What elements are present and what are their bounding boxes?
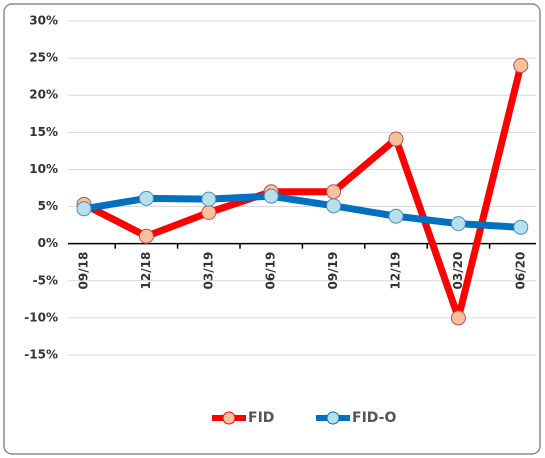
x-tick-label: 12/18 bbox=[139, 252, 153, 290]
y-tick-label: 15% bbox=[29, 125, 58, 139]
data-point bbox=[450, 216, 466, 232]
y-tick-label: 30% bbox=[29, 14, 58, 28]
y-tick-label: -5% bbox=[33, 273, 58, 287]
chart-frame bbox=[3, 3, 541, 455]
data-point bbox=[326, 198, 342, 214]
y-tick-label: 5% bbox=[38, 199, 58, 213]
data-point bbox=[76, 201, 92, 217]
x-tick-label: 12/19 bbox=[389, 252, 403, 290]
data-point bbox=[513, 58, 529, 74]
data-point bbox=[138, 228, 154, 244]
y-tick-label: 20% bbox=[29, 88, 58, 102]
data-point bbox=[513, 219, 529, 235]
legend-marker bbox=[222, 411, 236, 425]
data-point bbox=[326, 184, 342, 200]
y-tick-label: 25% bbox=[29, 51, 58, 65]
legend-marker bbox=[326, 411, 340, 425]
y-tick-label: -15% bbox=[24, 348, 58, 362]
data-point bbox=[138, 190, 154, 206]
y-tick-label: 0% bbox=[38, 236, 58, 250]
data-point bbox=[263, 188, 279, 204]
y-tick-label: 10% bbox=[29, 162, 58, 176]
x-tick-label: 09/19 bbox=[326, 252, 340, 290]
data-point bbox=[201, 191, 217, 207]
x-tick-label: 06/19 bbox=[264, 252, 278, 290]
x-tick-label: 03/20 bbox=[451, 252, 465, 290]
data-point bbox=[388, 208, 404, 224]
series-line bbox=[82, 64, 525, 322]
legend-label: FID-O bbox=[352, 410, 396, 426]
data-point bbox=[388, 131, 404, 147]
data-point bbox=[201, 204, 217, 220]
x-tick-label: 09/18 bbox=[77, 252, 91, 290]
x-tick-label: 06/20 bbox=[513, 252, 527, 290]
series-line bbox=[83, 192, 522, 231]
legend-label: FID bbox=[248, 410, 274, 426]
y-tick-label: -10% bbox=[24, 310, 58, 324]
x-tick-label: 03/19 bbox=[201, 252, 215, 290]
data-point bbox=[450, 310, 466, 326]
